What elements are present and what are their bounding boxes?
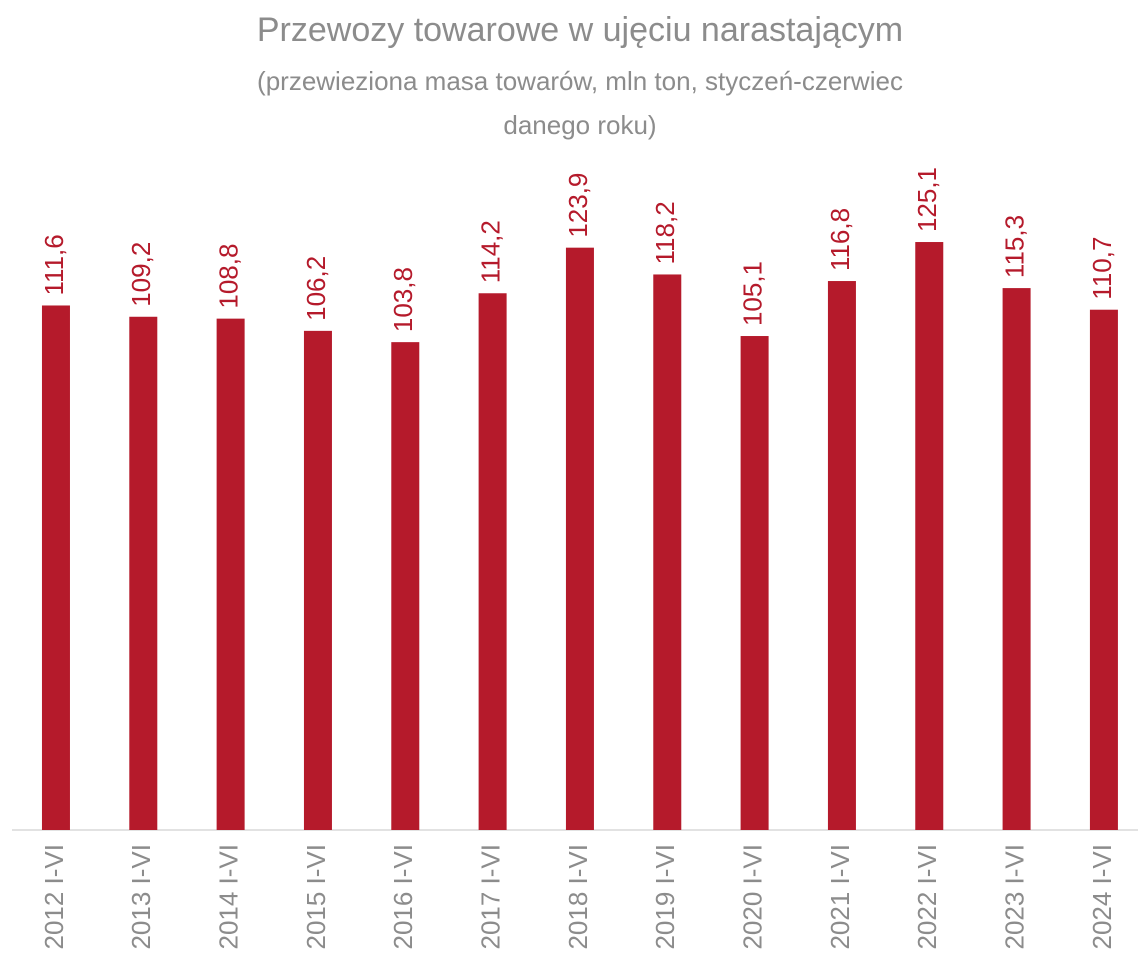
x-tick-label: 2024 I-VI (1087, 844, 1117, 950)
x-tick-label: 2013 I-VI (126, 844, 156, 950)
x-tick-label: 2014 I-VI (214, 844, 244, 950)
chart-subtitle: (przewieziona masa towarów, mln ton, sty… (257, 66, 903, 96)
bar (41, 305, 70, 831)
x-tick-label: 2018 I-VI (563, 844, 593, 950)
bar (915, 242, 944, 830)
bar (303, 330, 332, 830)
value-label: 103,8 (388, 267, 418, 332)
chart-title: Przewozy towarowe w ujęciu narastającym (257, 11, 903, 49)
chart-subtitle: danego roku) (503, 110, 656, 140)
x-tick-label: 2016 I-VI (388, 844, 418, 950)
x-tick-label: 2017 I-VI (475, 844, 505, 950)
value-label: 110,7 (1087, 237, 1117, 300)
bar (740, 336, 769, 830)
bar (129, 316, 158, 830)
value-label: 116,8 (825, 208, 855, 271)
bar (565, 247, 594, 831)
bar (478, 293, 507, 830)
value-label: 118,2 (650, 201, 680, 264)
bar (391, 342, 420, 830)
x-tick-label: 2020 I-VI (737, 844, 767, 950)
x-tick-label: 2019 I-VI (650, 844, 680, 950)
bar (1089, 309, 1118, 831)
value-label: 108,8 (214, 244, 244, 309)
x-tick-label: 2023 I-VI (999, 844, 1029, 950)
x-tick-label: 2012 I-VI (39, 844, 69, 950)
value-label: 115,3 (999, 215, 1029, 278)
value-label: 109,2 (126, 242, 156, 307)
x-tick-label: 2021 I-VI (825, 844, 855, 950)
value-label: 111,6 (39, 234, 69, 295)
value-label: 123,9 (563, 173, 593, 238)
x-tick-label: 2022 I-VI (912, 844, 942, 950)
value-label: 106,2 (301, 256, 331, 321)
value-label: 105,1 (737, 261, 767, 326)
value-label: 125,1 (912, 167, 942, 232)
x-tick-label: 2015 I-VI (301, 844, 331, 950)
bar (827, 281, 856, 830)
value-label: 114,2 (475, 220, 505, 283)
bar (216, 318, 245, 830)
bar (653, 274, 682, 831)
bar (1002, 288, 1031, 831)
